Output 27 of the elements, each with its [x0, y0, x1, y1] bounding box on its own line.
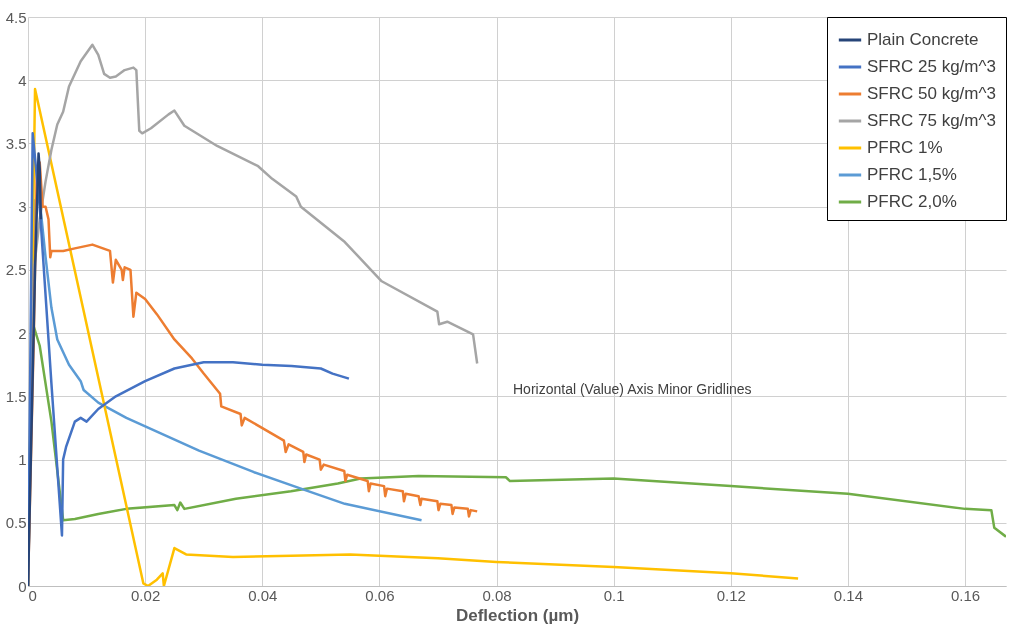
legend-label: SFRC 25 kg/m^3 [867, 57, 996, 76]
y-tick-label: 3 [18, 198, 27, 216]
y-tick-label: 3.5 [5, 134, 27, 152]
line-series [28, 152, 43, 586]
x-tick-label: 0.12 [716, 586, 746, 604]
y-tick-label: 4.5 [5, 8, 27, 26]
legend-label: Plain Concrete [867, 30, 979, 49]
x-tick-label: 0.02 [131, 586, 161, 604]
y-tick-label: 0.5 [5, 514, 27, 532]
annotation: Horizontal (Value) Axis Minor Gridlines [513, 381, 752, 397]
legend-label: PFRC 2,0% [867, 192, 957, 211]
y-tick-label: 2.5 [5, 261, 27, 279]
x-tick-label: 0.16 [950, 586, 981, 604]
legend-label: PFRC 1,5% [867, 165, 957, 184]
y-tick-label: 4 [18, 71, 27, 89]
y-tick-label: 2 [18, 324, 27, 342]
legend-label: SFRC 75 kg/m^3 [867, 111, 996, 130]
x-tick-label: 0.08 [482, 586, 512, 604]
x-tick-label: 0.1 [603, 586, 625, 604]
x-tick-label: 0.04 [248, 586, 278, 604]
x-tick-label: 0.06 [365, 586, 395, 604]
x-tick-label: 0.14 [833, 586, 863, 604]
x-axis-title: Deflection (µm) [455, 605, 580, 625]
y-tick-label: 1 [18, 451, 27, 469]
legend-label: PFRC 1% [867, 138, 943, 157]
legend-label: SFRC 50 kg/m^3 [867, 84, 996, 103]
y-tick-label: 1.5 [5, 387, 27, 405]
